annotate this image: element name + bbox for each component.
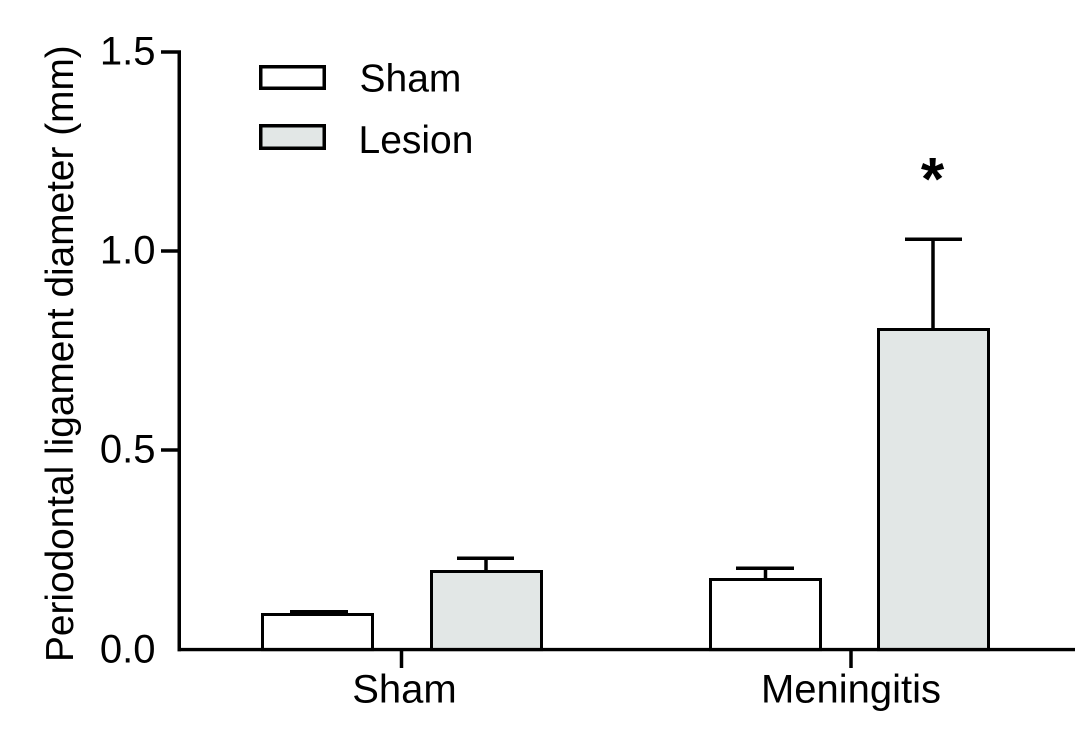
svg-text:Sham: Sham [360, 58, 462, 101]
svg-text:*: * [921, 146, 945, 213]
svg-text:Periodontal ligament diameter: Periodontal ligament diameter (mm) [39, 45, 82, 662]
svg-text:1.0: 1.0 [100, 228, 156, 272]
svg-text:Meningitis: Meningitis [761, 668, 941, 712]
svg-text:1.5: 1.5 [100, 29, 156, 73]
svg-text:Sham: Sham [352, 668, 457, 712]
svg-text:0.5: 0.5 [100, 427, 156, 471]
svg-text:0.0: 0.0 [100, 627, 156, 671]
svg-text:Lesion: Lesion [359, 119, 474, 162]
